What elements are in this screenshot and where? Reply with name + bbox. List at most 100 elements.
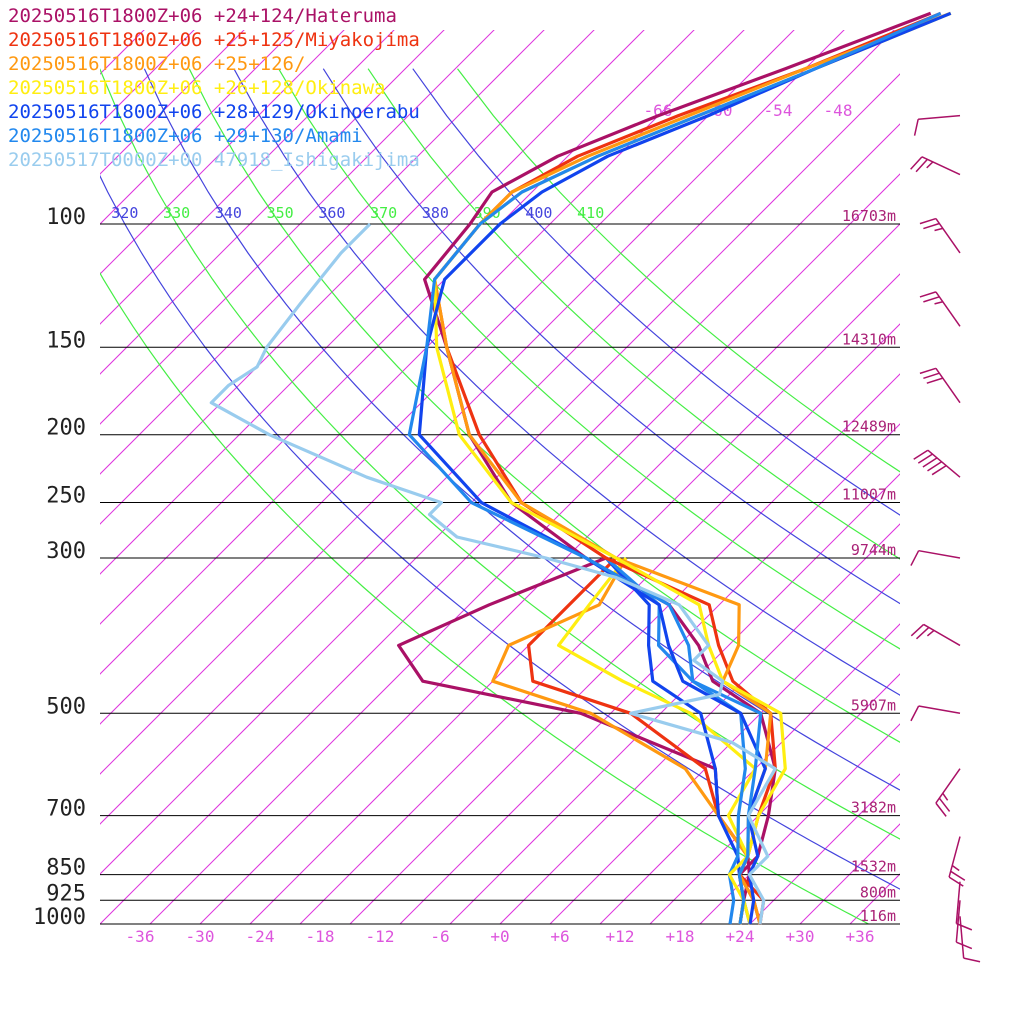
dry-adiabat-line — [457, 68, 900, 473]
legend-entry: 20250516T1800Z+06 +26+128/Okinawa — [8, 77, 386, 99]
isotherm-line — [100, 30, 345, 275]
wind-barb-flag — [926, 629, 935, 637]
temperature-line — [433, 11, 952, 925]
temperature-line — [433, 11, 952, 925]
isotherm-line — [549, 573, 900, 924]
dry-adiabat-line — [233, 68, 900, 696]
wind-barb-flag — [931, 465, 947, 476]
x-tick-label: +0 — [490, 927, 509, 946]
pressure-label: 1000 — [33, 905, 86, 930]
isotherm-line — [199, 223, 900, 924]
pressure-label: 300 — [46, 539, 86, 564]
wind-barb — [959, 916, 981, 963]
isotherm-line — [100, 30, 745, 675]
dry-adiabat-line — [188, 68, 900, 743]
x-tick-label: +30 — [786, 927, 815, 946]
wind-barb-flag — [948, 876, 964, 887]
height-label: 116m — [860, 907, 896, 925]
isotherm-line — [299, 323, 900, 924]
isotherm-line — [100, 30, 695, 625]
wind-barb-staff — [921, 156, 961, 176]
wind-barb-flag — [922, 457, 938, 468]
isotherm-label: -48 — [824, 101, 853, 120]
height-label: 12489m — [842, 418, 896, 436]
wind-barb-staff — [918, 705, 961, 715]
isotherm-line — [100, 30, 795, 725]
wind-barb-flag — [927, 461, 943, 472]
wind-barb-flag — [913, 449, 929, 460]
wind-barb — [913, 114, 961, 136]
profile-lines — [209, 11, 952, 925]
height-label: 3182m — [851, 799, 896, 817]
wind-barb-flag — [938, 797, 951, 812]
temperature-line — [407, 11, 942, 925]
wind-barb-staff — [935, 367, 961, 404]
wind-barb-staff — [935, 291, 961, 327]
wind-barb-staff — [923, 623, 961, 647]
wind-barb — [910, 623, 961, 647]
isotherm-label: -66 — [644, 101, 673, 120]
wind-barb-staff — [948, 836, 961, 878]
height-label: 11007m — [842, 486, 896, 504]
theta-label: 320 — [111, 204, 138, 222]
wind-barb-flag — [919, 291, 937, 298]
isotherm-label: -54 — [764, 101, 793, 120]
x-tick-label: +6 — [550, 927, 569, 946]
x-tick-label: -6 — [430, 927, 449, 946]
wind-barb-flag — [910, 705, 920, 722]
isotherm-line — [100, 30, 395, 325]
isotherm-line — [249, 273, 900, 924]
dewpoint-line — [604, 556, 747, 925]
wind-barb-flag — [956, 941, 973, 950]
wind-barb-flag — [919, 367, 937, 375]
pressure-label: 150 — [46, 328, 86, 353]
height-label: 9744m — [851, 541, 896, 559]
wind-barb-flag — [926, 161, 934, 169]
isotherm-line — [100, 73, 900, 875]
theta-label: 370 — [370, 204, 397, 222]
dry-adiabat-line — [100, 174, 900, 890]
wind-barb — [919, 217, 961, 254]
x-tick-label: +12 — [606, 927, 635, 946]
pressure-label: 500 — [46, 694, 86, 719]
isotherm-line — [100, 30, 845, 775]
theta-label: 410 — [577, 204, 604, 222]
dry-adiabat-line — [278, 68, 900, 650]
isotherm-line — [100, 30, 545, 475]
x-tick-label: -36 — [126, 927, 155, 946]
height-label: 16703m — [842, 207, 896, 225]
wind-barb-flag — [934, 300, 943, 305]
legend-entry: 20250517T0000Z+00 47918_Ishigakijima — [8, 149, 420, 171]
pressure-label: 100 — [46, 205, 86, 230]
wind-barb-flag — [923, 372, 940, 379]
pressure-label: 200 — [46, 416, 86, 441]
isotherm-line — [100, 30, 295, 225]
wind-barb-flag — [915, 626, 930, 640]
dry-adiabat-line — [367, 68, 900, 560]
isotherm-line — [100, 123, 900, 924]
theta-label: 330 — [163, 204, 190, 222]
wind-barb-flag — [913, 119, 919, 136]
isotherm-line — [100, 30, 195, 125]
wind-barb — [919, 291, 961, 327]
wind-barb-flag — [942, 792, 949, 801]
height-label: 1532m — [851, 858, 896, 876]
wind-barb — [935, 768, 961, 817]
temperature-line — [433, 11, 942, 925]
wind-barb-flag — [950, 870, 966, 881]
isotherm-line — [149, 173, 900, 924]
isotherm-line — [349, 373, 900, 924]
wind-barbs — [910, 114, 981, 963]
isotherm-line — [449, 473, 900, 924]
pressure-label: 850 — [46, 856, 86, 881]
x-tick-label: -24 — [246, 927, 275, 946]
wind-barb — [955, 881, 973, 931]
x-tick-label: +36 — [846, 927, 875, 946]
wind-barb-flag — [910, 623, 925, 637]
wind-barb-flag — [963, 957, 981, 963]
pressure-label: 925 — [46, 881, 86, 906]
wind-barb-flag — [935, 802, 947, 817]
dewpoint-line — [397, 556, 751, 925]
wind-barb-staff — [935, 218, 961, 254]
